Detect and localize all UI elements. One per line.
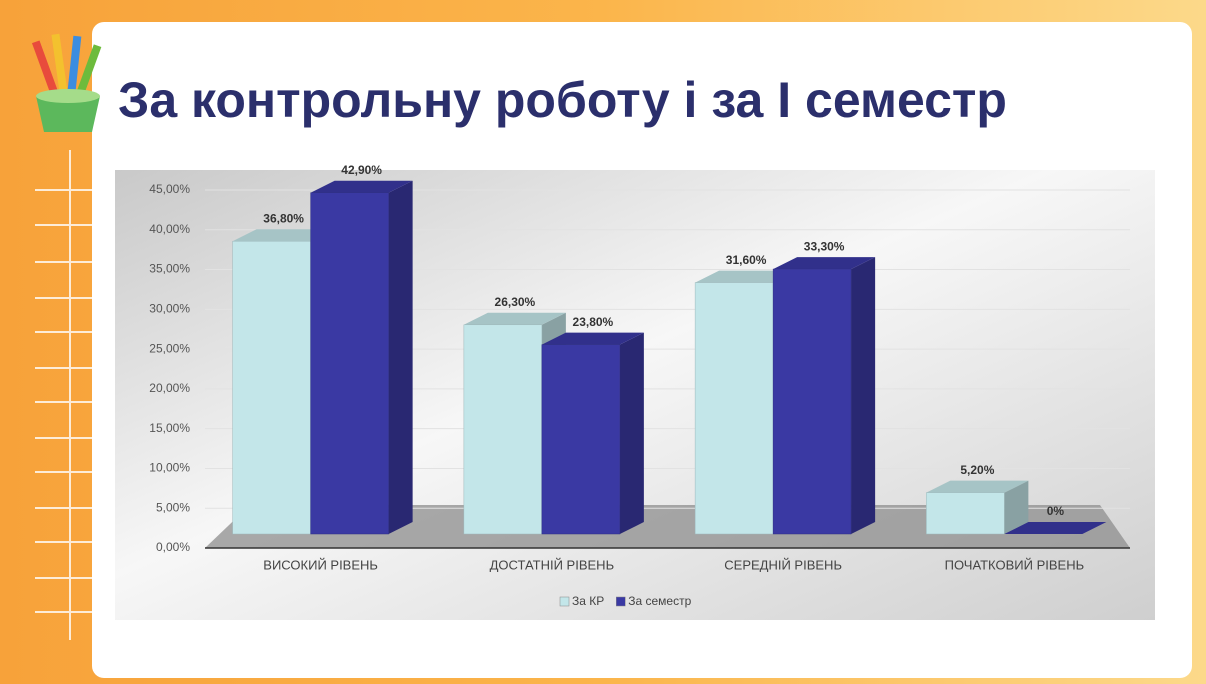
value-label: 36,80% [263, 211, 304, 225]
value-label: 42,90% [341, 163, 382, 177]
y-tick-label: 15,00% [149, 421, 190, 435]
bar-side [851, 257, 876, 534]
bar-top [1004, 522, 1107, 534]
value-label: 26,30% [495, 295, 536, 309]
x-tick-label: ДОСТАТНІЙ РІВЕНЬ [490, 557, 614, 572]
bar [541, 344, 621, 535]
bar-top [541, 332, 644, 345]
legend-swatch [616, 596, 626, 607]
bar [463, 324, 543, 535]
bar-top [695, 270, 798, 283]
bar-top [463, 312, 566, 325]
y-tick-label: 45,00% [149, 182, 190, 196]
legend-swatch [559, 596, 570, 607]
plot: 0,00% 5,00% 10,00% 15,00% 20,00% 25,00% 30,00%… [149, 163, 1130, 608]
bar [232, 240, 311, 535]
bar [926, 492, 1005, 535]
ruler [35, 150, 92, 640]
bar-top [310, 180, 413, 193]
y-tick-label: 20,00% [149, 381, 190, 395]
value-label: 0% [1047, 504, 1065, 518]
x-tick-label: ПОЧАТКОВИЙ РІВЕНЬ [945, 557, 1084, 572]
bar-top [926, 480, 1029, 493]
bar-side [1004, 480, 1029, 534]
legend-label: За КР [572, 594, 604, 608]
x-tick-label: ВИСОКИЙ РІВЕНЬ [263, 557, 378, 572]
bar-top [773, 257, 876, 270]
slide-title: За контрольну роботу і за І семестр [118, 72, 1007, 128]
y-tick-label: 35,00% [149, 262, 190, 276]
y-tick-label: 10,00% [149, 461, 190, 475]
legend-label: За семестр [628, 594, 691, 608]
value-label: 31,60% [726, 253, 767, 267]
y-tick-label: 5,00% [156, 500, 190, 514]
bar-top [232, 229, 335, 242]
x-tick-label: СЕРЕДНІЙ РІВЕНЬ [724, 557, 842, 572]
bar [694, 282, 774, 535]
y-tick-label: 30,00% [149, 302, 190, 316]
y-tick-label: 40,00% [149, 222, 190, 236]
bar-side [388, 180, 413, 534]
y-tick-label: 25,00% [149, 341, 190, 355]
bar-side [619, 332, 644, 534]
y-tick-label: 0,00% [156, 540, 190, 554]
value-label: 33,30% [804, 239, 845, 253]
bar [310, 192, 389, 535]
floor [205, 505, 1130, 548]
bar [772, 268, 852, 535]
value-label: 5,20% [960, 463, 994, 477]
value-label: 23,80% [573, 315, 614, 329]
pencil-cup-icon [31, 33, 102, 132]
